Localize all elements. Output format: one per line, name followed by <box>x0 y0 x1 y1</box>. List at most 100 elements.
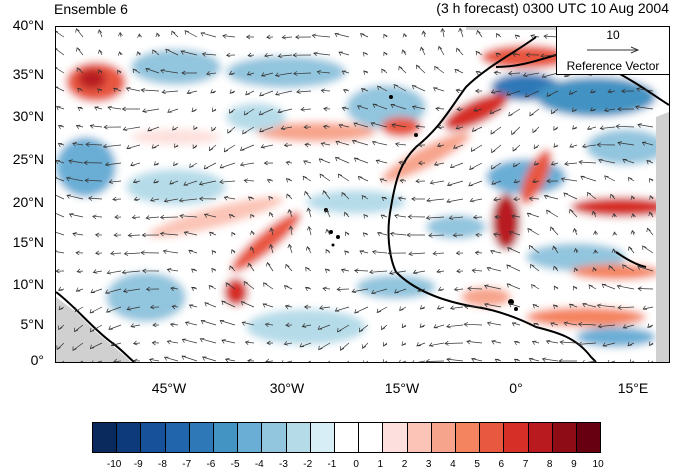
wind-arrow <box>121 106 140 112</box>
wind-arrow <box>361 88 369 93</box>
wind-arrow <box>181 338 198 344</box>
wind-arrow <box>612 212 617 218</box>
wind-arrow <box>338 51 350 56</box>
wind-arrow <box>56 268 65 274</box>
wind-arrow <box>533 323 540 328</box>
lat-label-15n: 15°N <box>12 234 44 250</box>
colorbar-label: 9 <box>571 459 577 470</box>
wind-arrow <box>280 125 293 131</box>
wind-arrow <box>591 210 597 218</box>
wind-arrow <box>531 283 540 290</box>
wind-arrow <box>95 250 103 256</box>
wind-arrow <box>153 178 160 184</box>
wind-arrow <box>266 178 274 184</box>
lon-label-15e: 15°E <box>617 380 649 396</box>
wind-arrow <box>304 286 312 292</box>
wind-arrow <box>338 123 350 129</box>
wind-arrow <box>484 302 502 308</box>
wind-arrow <box>162 249 179 255</box>
wind-arrow <box>172 126 179 131</box>
lat-label-30n: 30°N <box>12 108 44 124</box>
wind-arrow <box>411 196 426 202</box>
wind-arrow <box>122 126 141 132</box>
wind-arrow <box>163 198 179 203</box>
wind-arrow <box>283 142 293 148</box>
wind-arrow <box>569 208 578 218</box>
wind-arrow <box>371 288 388 294</box>
wind-arrow <box>339 342 350 351</box>
wind-arrow <box>137 33 142 38</box>
wind-arrow <box>57 286 65 292</box>
wind-arrow <box>76 67 84 74</box>
wind-arrow <box>113 358 122 362</box>
wind-arrow <box>247 358 255 362</box>
wind-arrow <box>630 195 636 200</box>
wind-arrow <box>127 232 141 238</box>
wind-arrow <box>249 246 255 254</box>
wind-arrow <box>475 232 483 238</box>
wind-arrow <box>511 214 521 220</box>
wind-arrow <box>277 53 293 59</box>
reference-vector-box: 10 Reference Vector <box>556 26 670 75</box>
wind-arrow <box>198 196 217 202</box>
wind-arrow <box>227 126 236 134</box>
wind-arrow <box>511 322 521 327</box>
wind-arrow <box>286 193 293 200</box>
wind-arrow <box>191 268 198 273</box>
wind-arrow <box>351 288 369 293</box>
wind-arrow <box>608 265 616 272</box>
wind-arrow <box>590 88 597 93</box>
wind-arrow <box>225 282 236 290</box>
wind-arrow <box>522 72 540 77</box>
wind-arrow <box>351 140 369 146</box>
wind-arrow <box>151 340 160 346</box>
wind-arrow <box>527 227 540 236</box>
wind-arrow <box>304 190 312 200</box>
wind-arrow <box>508 303 521 308</box>
colorbar-label: -8 <box>158 459 167 470</box>
wind-arrow <box>382 359 388 362</box>
wind-arrow <box>467 286 483 291</box>
wind-arrow <box>446 357 464 362</box>
wind-arrow <box>92 214 103 220</box>
wind-arrow <box>145 286 160 292</box>
wind-arrow <box>393 83 407 92</box>
colorbar-label: 10 <box>592 459 604 470</box>
wind-arrow <box>447 180 464 186</box>
wind-arrow <box>578 159 597 165</box>
wind-arrow <box>262 303 274 308</box>
wind-arrow <box>419 46 426 56</box>
wind-arrow <box>353 157 369 164</box>
wind-arrow <box>148 358 160 362</box>
wind-arrow <box>453 286 464 292</box>
wind-arrow <box>118 31 123 38</box>
wind-arrow <box>437 124 445 130</box>
wind-arrow <box>494 214 502 220</box>
wind-arrow <box>337 324 350 333</box>
wind-arrow <box>559 340 578 345</box>
wind-arrow <box>166 268 179 273</box>
wind-arrow <box>354 306 369 314</box>
wind-arrow <box>545 339 559 345</box>
wind-arrow <box>229 265 236 272</box>
wind-arrow <box>394 288 407 294</box>
wind-arrow <box>159 214 179 220</box>
wind-arrow <box>380 214 388 219</box>
wind-arrow <box>247 196 255 201</box>
wind-arrow <box>266 340 274 346</box>
wind-arrow <box>76 47 84 56</box>
wind-arrow <box>65 176 84 182</box>
wind-arrow <box>57 124 65 130</box>
wind-arrow <box>287 243 293 254</box>
wind-arrow <box>629 359 635 362</box>
wind-arrow <box>266 261 274 272</box>
wind-arrow <box>401 49 407 56</box>
wind-arrow <box>379 178 388 183</box>
wind-arrow <box>383 51 388 57</box>
wind-arrow <box>72 142 84 147</box>
wind-arrow <box>117 69 122 75</box>
wind-arrow <box>126 306 141 311</box>
wind-arrow <box>649 195 654 200</box>
wind-arrow <box>357 105 369 110</box>
wind-arrow <box>239 161 255 167</box>
